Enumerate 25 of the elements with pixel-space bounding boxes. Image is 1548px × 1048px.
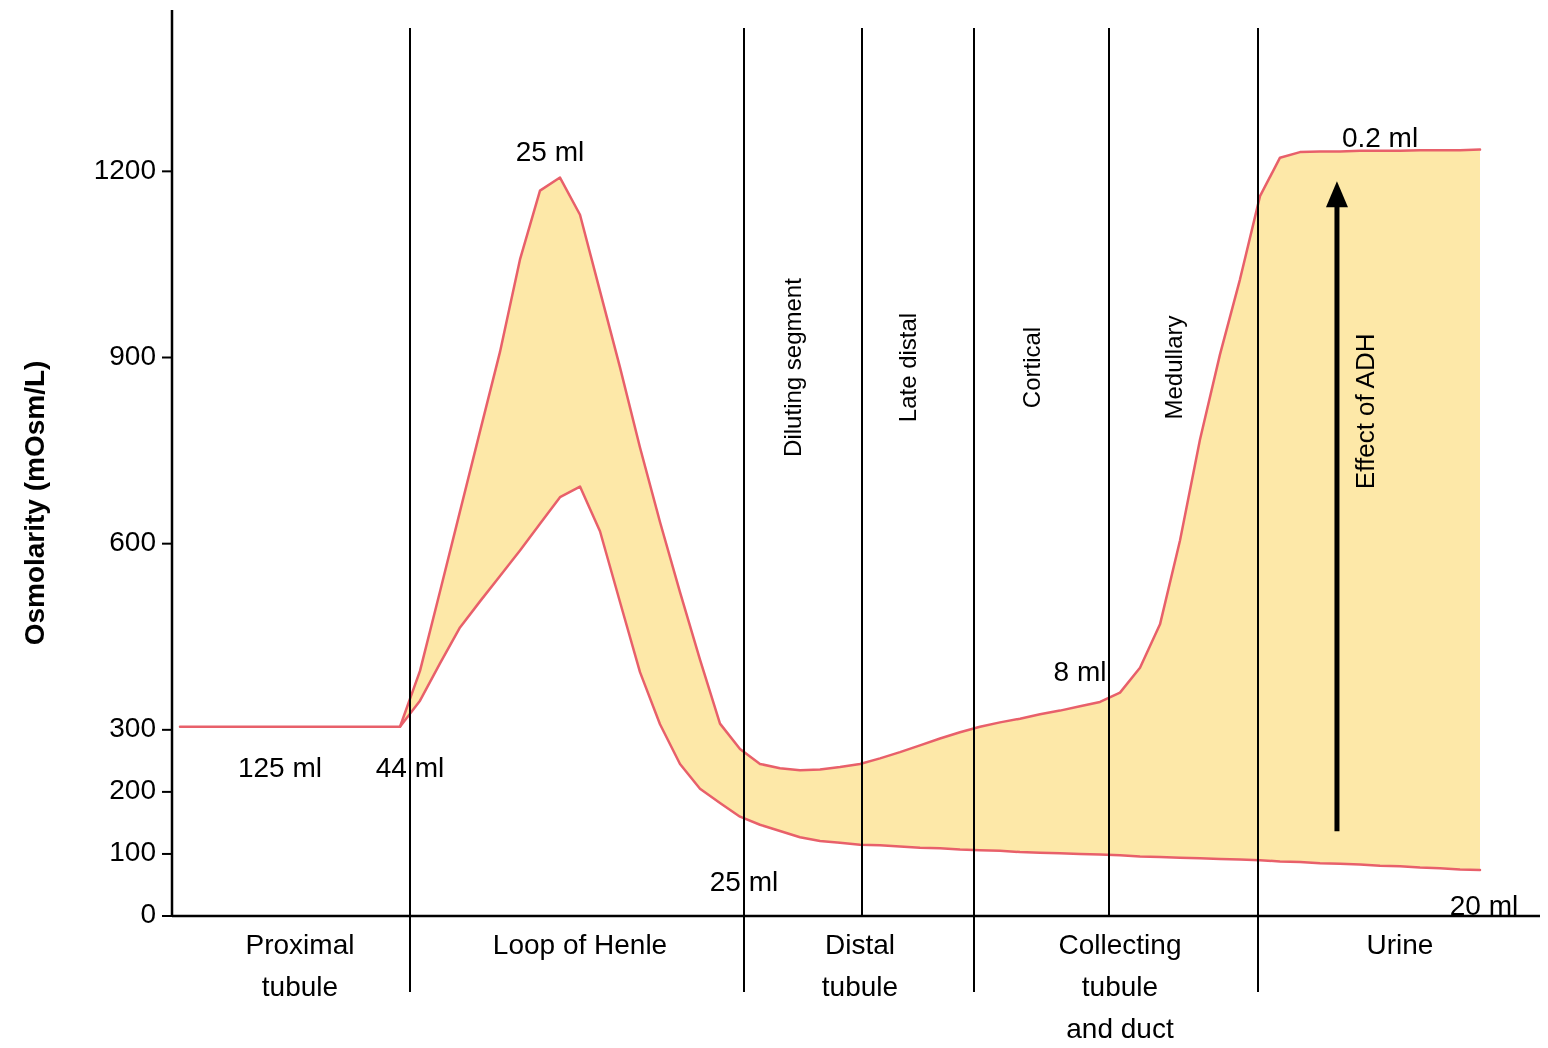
annotation: 0.2 ml bbox=[1341, 122, 1419, 154]
y-tick-label: 100 bbox=[109, 836, 156, 868]
y-tick-label: 0 bbox=[140, 898, 156, 930]
x-tick-label: Proximal tubule bbox=[245, 929, 355, 1002]
annotation: Diluting segment bbox=[779, 277, 807, 457]
annotation: 20 ml bbox=[1449, 890, 1519, 922]
x-tick-label: Collecting tubule and duct bbox=[1058, 929, 1182, 1044]
annotation: Late distal bbox=[894, 312, 922, 423]
annotation: Medullary bbox=[1159, 315, 1187, 420]
y-tick-label: 300 bbox=[109, 712, 156, 744]
annotation: Cortical bbox=[1017, 326, 1045, 409]
annotation: 8 ml bbox=[1053, 656, 1107, 688]
annotation: Effect of ADH bbox=[1349, 333, 1380, 490]
annotation: 25 ml bbox=[709, 866, 779, 898]
y-axis-title: Osmolarity (mOsm/L) bbox=[19, 360, 50, 646]
x-tick-label: Distal tubule bbox=[821, 929, 899, 1002]
y-tick-label: 200 bbox=[109, 774, 156, 806]
x-tick-label: Loop of Henle bbox=[492, 929, 668, 960]
y-tick-label: 600 bbox=[109, 526, 156, 558]
annotation: 125 ml bbox=[237, 752, 323, 784]
y-tick-label: 1200 bbox=[93, 153, 156, 185]
annotation: 25 ml bbox=[515, 136, 585, 168]
annotation: 44 ml bbox=[375, 752, 445, 784]
y-tick-label: 900 bbox=[109, 339, 156, 371]
x-tick-label: Urine bbox=[1366, 929, 1434, 960]
